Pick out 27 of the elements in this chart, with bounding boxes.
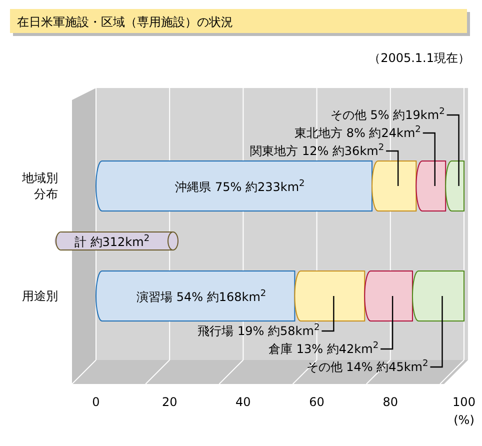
chart-title: 在日米軍施設・区域（専用施設）の状況 (17, 15, 233, 29)
data-label: 沖縄県 75% 約233km$^{2}$ (175, 179, 305, 194)
bar (412, 270, 464, 322)
bar (372, 160, 417, 212)
data-label: その他 5% 約19km$^{2}$ (330, 107, 445, 122)
x-tick-label: 40 (236, 395, 251, 409)
x-tick-label: 20 (162, 395, 178, 409)
data-label: 東北地方 8% 約24km$^{2}$ (294, 125, 421, 140)
data-label: 飛行場 19% 約58km$^{2}$ (198, 323, 320, 338)
x-axis-title: (%) (454, 413, 474, 427)
annotation: 計 約312km$^{2}$ (74, 234, 150, 249)
x-tick-label: 0 (92, 395, 100, 409)
bar (294, 270, 366, 322)
bar (364, 270, 413, 322)
bar (96, 160, 372, 212)
bar (416, 160, 446, 212)
data-label: 演習場 54% 約168km$^{2}$ (136, 289, 266, 304)
x-tick-label: 100 (452, 395, 476, 409)
data-label: その他 14% 約45km$^{2}$ (306, 359, 428, 374)
data-label: 関東地方 12% 約36km$^{2}$ (250, 143, 384, 158)
x-tick-label: 80 (382, 395, 398, 409)
text: （2005.1.1現在） (368, 51, 470, 65)
data-label: 倉庫 13% 約42km$^{2}$ (268, 341, 379, 356)
y-tick-label: 用途別 (22, 289, 58, 303)
x-tick-label: 60 (309, 395, 324, 409)
bar (96, 270, 296, 322)
y-tick-label: 地域別分布 (21, 171, 58, 201)
